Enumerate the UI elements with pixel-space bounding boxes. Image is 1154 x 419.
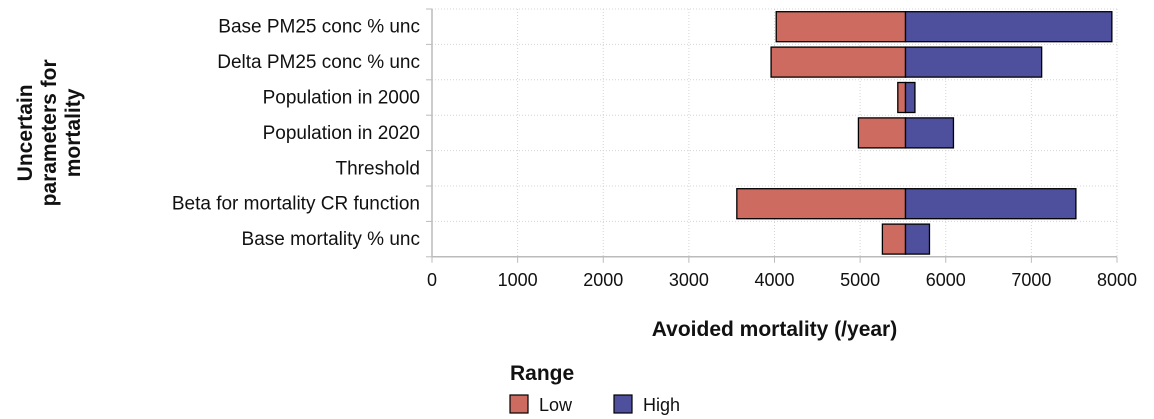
gridlines xyxy=(431,8,1118,258)
bar-high xyxy=(904,188,1077,220)
y-axis-title-line: parameters for xyxy=(38,59,61,206)
x-tick-label: 3000 xyxy=(669,270,709,290)
category-label: Threshold xyxy=(336,158,421,179)
category-label: Population in 2020 xyxy=(263,123,420,144)
category-label: Beta for mortality CR function xyxy=(172,194,420,215)
category-label: Delta PM25 conc % unc xyxy=(217,52,420,73)
legend-label-low: Low xyxy=(539,395,573,415)
bar-high xyxy=(904,81,916,114)
bar-low xyxy=(736,188,907,220)
y-axis-title-line: mortality xyxy=(62,88,85,177)
bar-high xyxy=(904,117,955,149)
x-tick-label: 8000 xyxy=(1097,270,1137,290)
x-tick-label: 1000 xyxy=(498,270,538,290)
legend-swatch-low xyxy=(509,394,529,414)
legend-label-high: High xyxy=(643,395,680,415)
legend-title: Range xyxy=(510,362,574,385)
bar-high xyxy=(904,11,1113,43)
x-tick-label: 6000 xyxy=(926,270,966,290)
bar-high xyxy=(904,223,931,255)
labels: Base PM25 conc % unc Delta PM25 conc % un… xyxy=(14,17,1137,341)
y-axis-title: Uncertainparameters formortality xyxy=(14,59,85,206)
category-label: Base mortality % unc xyxy=(242,229,420,250)
bar-low xyxy=(770,46,907,78)
y-axis-title-line: Uncertain xyxy=(14,84,37,181)
x-tick-label: 0 xyxy=(427,270,437,290)
x-tick-label: 7000 xyxy=(1011,270,1051,290)
bars xyxy=(736,11,1113,255)
x-tick-label: 5000 xyxy=(840,270,880,290)
x-tick-label: 2000 xyxy=(583,270,623,290)
category-label: Base PM25 conc % unc xyxy=(218,17,420,38)
x-axis-title: Avoided mortality (/year) xyxy=(652,318,897,341)
bar-low xyxy=(881,223,907,255)
bar-high xyxy=(904,46,1043,78)
x-tick-label: 4000 xyxy=(754,270,794,290)
legend: Range Low High xyxy=(509,362,680,415)
bar-low xyxy=(897,81,907,114)
bar-low xyxy=(857,117,907,149)
legend-swatch-high xyxy=(613,394,633,414)
bar-low xyxy=(775,11,907,43)
category-label: Population in 2000 xyxy=(263,88,420,109)
axes xyxy=(426,8,1118,263)
